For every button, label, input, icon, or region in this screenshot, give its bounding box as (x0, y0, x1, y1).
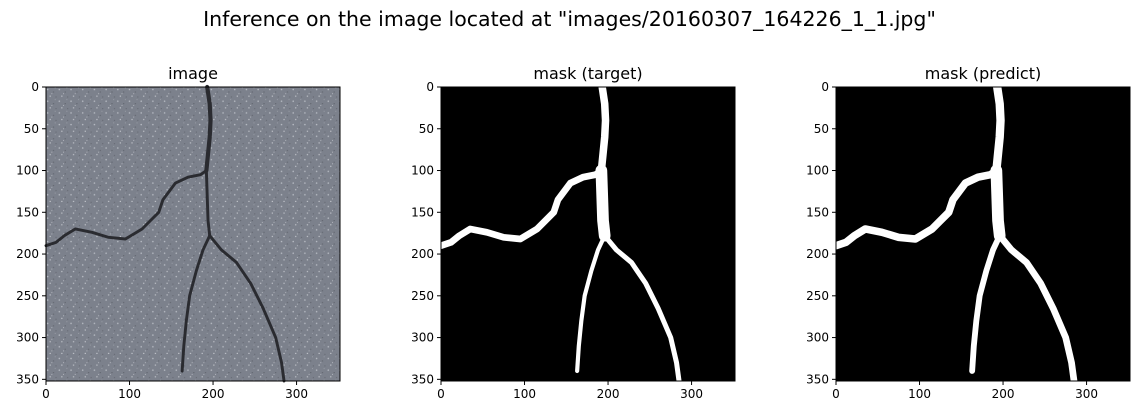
x-tick-label: 300 (285, 387, 308, 401)
y-tick-label: 250 (806, 289, 829, 303)
mask-crack (996, 171, 999, 236)
y-tick-label: 200 (411, 247, 434, 261)
y-tick-label: 0 (821, 80, 829, 94)
y-tick-label: 250 (411, 289, 434, 303)
x-tick-label: 300 (1075, 387, 1098, 401)
x-tick-label: 100 (908, 387, 931, 401)
mask-image (836, 87, 1130, 381)
x-tick-label: 200 (992, 387, 1015, 401)
y-tick-label: 50 (814, 122, 829, 136)
y-tick-label: 50 (419, 122, 434, 136)
x-tick-label: 0 (832, 387, 840, 401)
x-tick-label: 100 (118, 387, 141, 401)
x-tick-label: 200 (202, 387, 225, 401)
panel-title: mask (predict) (925, 64, 1041, 83)
y-tick-label: 150 (16, 205, 39, 219)
y-tick-label: 0 (426, 80, 434, 94)
x-tick-label: 300 (680, 387, 703, 401)
panel-title: image (168, 64, 218, 83)
x-tick-label: 0 (42, 387, 50, 401)
y-tick-label: 0 (31, 80, 39, 94)
y-tick-label: 100 (16, 164, 39, 178)
panel-title: mask (target) (533, 64, 642, 83)
y-tick-label: 350 (16, 372, 39, 386)
y-tick-label: 100 (806, 164, 829, 178)
y-tick-label: 200 (16, 247, 39, 261)
y-tick-label: 350 (411, 372, 434, 386)
y-tick-label: 300 (16, 331, 39, 345)
asphalt-texture (46, 87, 340, 381)
mask-crack (601, 87, 605, 171)
mask-crack (996, 87, 1000, 171)
y-tick-label: 300 (411, 331, 434, 345)
y-tick-label: 300 (806, 331, 829, 345)
y-tick-label: 150 (806, 205, 829, 219)
panel-1: mask (target) 0 100 200 300 0 50 100 150 200 250 30… (411, 64, 735, 401)
mask-crack (601, 171, 604, 236)
y-tick-label: 350 (806, 372, 829, 386)
x-tick-label: 100 (513, 387, 536, 401)
y-tick-label: 100 (411, 164, 434, 178)
asphalt-image (46, 87, 340, 381)
panel-2: mask (predict) 0 100 200 300 0 50 100 150 200 250 3… (806, 64, 1130, 401)
mask-image (441, 87, 735, 381)
y-tick-label: 250 (16, 289, 39, 303)
y-tick-label: 150 (411, 205, 434, 219)
panel-0: image 0 100 200 300 0 50 100 150 200 250 300 350 (16, 64, 340, 401)
y-tick-label: 50 (24, 122, 39, 136)
y-tick-label: 200 (806, 247, 829, 261)
x-tick-label: 200 (597, 387, 620, 401)
x-tick-label: 0 (437, 387, 445, 401)
